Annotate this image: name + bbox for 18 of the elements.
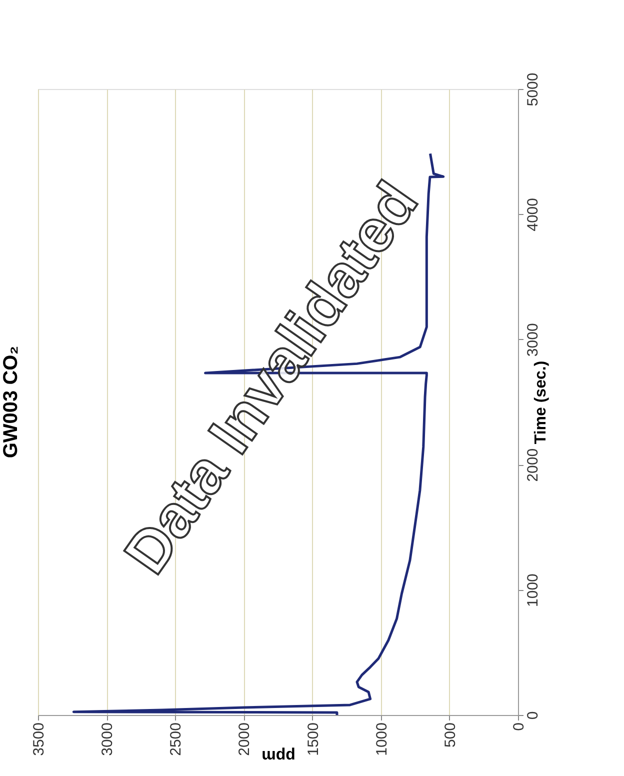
text: GW003 CO₂ xyxy=(0,346,22,458)
y-tick-label: 5000 xyxy=(524,72,542,106)
x-tick-label: 3000 xyxy=(99,722,116,756)
x-tick-label: 0 xyxy=(510,722,528,731)
x-tick-label: 2000 xyxy=(236,722,254,756)
x-tick-label: 500 xyxy=(442,722,459,748)
x-tick-label: 3500 xyxy=(30,722,48,756)
line-series xyxy=(72,152,445,716)
y-tick-label: 0 xyxy=(524,711,542,720)
x-tick-label: 1000 xyxy=(373,722,390,756)
y-tick-label: 4000 xyxy=(524,198,542,232)
x-axis-title: ppm xyxy=(262,746,296,764)
y-tick-label: 3000 xyxy=(524,323,542,357)
y-tick-label: 2000 xyxy=(524,448,542,482)
x-tick-label: 2500 xyxy=(168,722,185,756)
x-tick-label: 1500 xyxy=(304,722,322,756)
y-tick-label: 1000 xyxy=(524,574,542,607)
y-axis-title: Time (sec.) xyxy=(532,360,550,444)
